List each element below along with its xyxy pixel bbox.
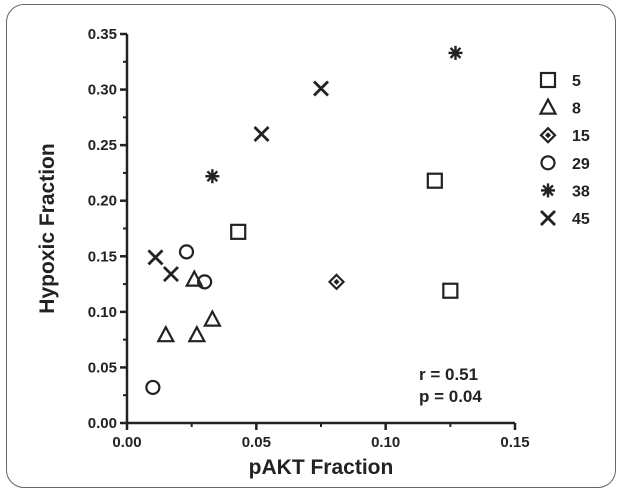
legend-marker-cross	[540, 210, 556, 226]
y-tick-label: 0.30	[88, 82, 117, 99]
x-tick-label: 0.10	[371, 434, 400, 451]
data-points	[145, 45, 463, 396]
data-point-diamond	[327, 273, 346, 291]
annotation-r: r = 0.51	[419, 365, 478, 384]
data-point-cross	[253, 126, 270, 143]
x-tick-label: 0.15	[500, 434, 529, 451]
legend-marker-circle	[540, 155, 556, 171]
legend-label: 15	[572, 128, 590, 145]
legend-marker-square	[539, 71, 557, 89]
y-tick-label: 0.05	[88, 359, 117, 376]
legend-label: 8	[572, 101, 581, 118]
data-point-triangle	[156, 324, 176, 343]
legend-label: 38	[572, 183, 590, 200]
data-point-circle	[145, 379, 161, 396]
legend-marker-triangle	[538, 97, 558, 115]
annotation-p: p = 0.04	[419, 387, 482, 406]
data-point-circle	[197, 274, 213, 290]
x-axis-title: pAKT Fraction	[249, 456, 394, 479]
legend-label: 5	[572, 73, 581, 90]
y-tick-label: 0.25	[88, 137, 117, 154]
legend-label: 29	[572, 156, 590, 173]
x-tick-label: 0.00	[112, 434, 141, 451]
data-point-cross	[313, 80, 329, 97]
data-point-square	[426, 172, 443, 189]
y-ticks: 0.00 0.05 0.10 0.15 0.20 0.25 0.30 0.35	[88, 26, 127, 432]
data-point-cross	[162, 266, 179, 283]
data-point-asterisk	[448, 45, 463, 60]
y-tick-label: 0.35	[88, 26, 117, 43]
data-point-square	[230, 223, 247, 240]
legend-label: 45	[572, 211, 590, 228]
data-point-circle	[178, 244, 195, 260]
y-tick-label: 0.00	[88, 415, 117, 432]
legend: 5 8 15 29 38 45	[538, 71, 590, 228]
x-ticks: 0.00 0.05 0.10 0.15	[112, 423, 530, 451]
legend-marker-diamond	[539, 126, 557, 144]
y-tick-label: 0.10	[88, 304, 117, 321]
data-point-asterisk	[205, 169, 220, 184]
y-tick-label: 0.20	[88, 193, 117, 210]
y-tick-label: 0.15	[88, 248, 117, 265]
data-point-square	[442, 282, 459, 299]
figure-frame	[6, 4, 616, 488]
data-point-cross	[147, 249, 164, 266]
data-point-triangle	[187, 324, 207, 343]
x-tick-label: 0.05	[242, 434, 271, 451]
y-axis-title: Hypoxic Fraction	[36, 143, 59, 313]
data-point-triangle	[203, 309, 222, 327]
legend-marker-asterisk	[541, 183, 555, 198]
